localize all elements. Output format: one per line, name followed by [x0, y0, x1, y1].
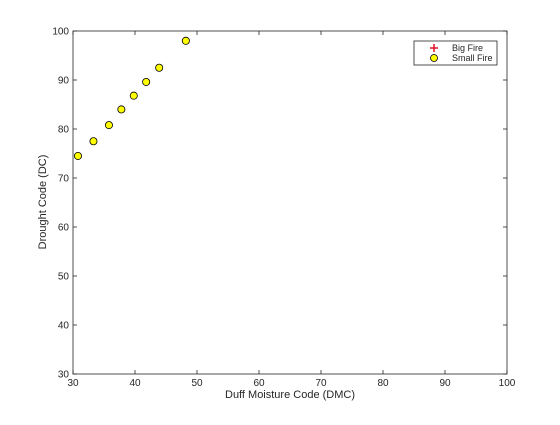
y-tick-label: 80: [58, 125, 70, 136]
x-tick-label: 30: [67, 378, 79, 389]
data-point-1: [89, 137, 98, 146]
data-point-1: [155, 63, 164, 72]
legend-item-big-fire: Big Fire: [430, 43, 483, 53]
plot-area: [72, 30, 508, 375]
data-point-1: [73, 151, 82, 160]
data-point-1: [181, 36, 190, 45]
y-tick-label: 100: [52, 27, 69, 38]
data-point-1: [117, 105, 126, 114]
legend-label-small-fire: Small Fire: [452, 53, 493, 63]
y-axis-label: Drought Code (DC): [37, 155, 49, 250]
y-tick-label: 40: [58, 321, 70, 332]
data-point-1: [142, 77, 151, 86]
y-tick-label: 60: [58, 223, 70, 234]
x-tick-label: 90: [439, 378, 451, 389]
x-tick-label: 60: [253, 378, 265, 389]
y-tick-label: 30: [58, 370, 70, 381]
y-axis: 30 40 50 60 70 80 90 100: [52, 27, 507, 381]
x-tick-label: 70: [315, 378, 327, 389]
data-point-1: [104, 121, 113, 130]
x-axis-label: Duff Moisture Code (DMC): [225, 389, 355, 401]
x-tick-label: 100: [499, 378, 516, 389]
legend-marker-plus-icon: [430, 44, 438, 52]
legend-item-small-fire: Small Fire: [430, 53, 493, 63]
x-tick-label: 50: [191, 378, 203, 389]
legend-label-big-fire: Big Fire: [452, 43, 483, 53]
legend-box: [413, 40, 498, 66]
legend: Big Fire Small Fire: [413, 40, 498, 66]
data-point-1: [129, 91, 138, 100]
y-tick-label: 90: [58, 76, 70, 87]
x-tick-label: 80: [377, 378, 389, 389]
data-points: [73, 36, 190, 160]
x-tick-label: 40: [129, 378, 141, 389]
y-tick-label: 50: [58, 272, 70, 283]
y-tick-label: 70: [58, 174, 70, 185]
legend-marker-circle-icon: [430, 54, 438, 62]
x-axis: 30 40 50 60 70 80 90 100: [67, 31, 516, 389]
